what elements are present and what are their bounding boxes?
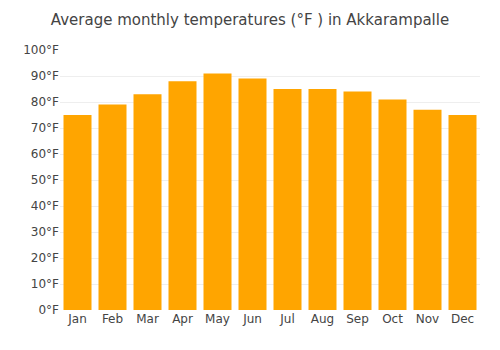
svg-text:70°F: 70°F <box>31 121 59 135</box>
svg-text:10°F: 10°F <box>31 277 59 291</box>
svg-text:Jan: Jan <box>67 312 87 326</box>
svg-text:Feb: Feb <box>102 312 123 326</box>
svg-text:50°F: 50°F <box>31 173 59 187</box>
svg-text:Nov: Nov <box>416 312 439 326</box>
svg-text:Sep: Sep <box>346 312 369 326</box>
svg-text:60°F: 60°F <box>31 147 59 161</box>
svg-text:90°F: 90°F <box>31 69 59 83</box>
svg-text:Aug: Aug <box>311 312 334 326</box>
svg-text:Mar: Mar <box>136 312 159 326</box>
svg-text:30°F: 30°F <box>31 225 59 239</box>
svg-text:Oct: Oct <box>382 312 403 326</box>
svg-text:May: May <box>205 312 230 326</box>
svg-text:100°F: 100°F <box>23 43 59 57</box>
svg-text:Apr: Apr <box>172 312 193 326</box>
svg-text:0°F: 0°F <box>38 303 59 317</box>
svg-text:Jul: Jul <box>279 312 294 326</box>
svg-text:Dec: Dec <box>451 312 474 326</box>
svg-text:80°F: 80°F <box>31 95 59 109</box>
svg-text:Jun: Jun <box>242 312 262 326</box>
svg-text:40°F: 40°F <box>31 199 59 213</box>
svg-text:20°F: 20°F <box>31 251 59 265</box>
svg-text:Average monthly temperatures (: Average monthly temperatures (°F ) in Ak… <box>51 11 449 29</box>
